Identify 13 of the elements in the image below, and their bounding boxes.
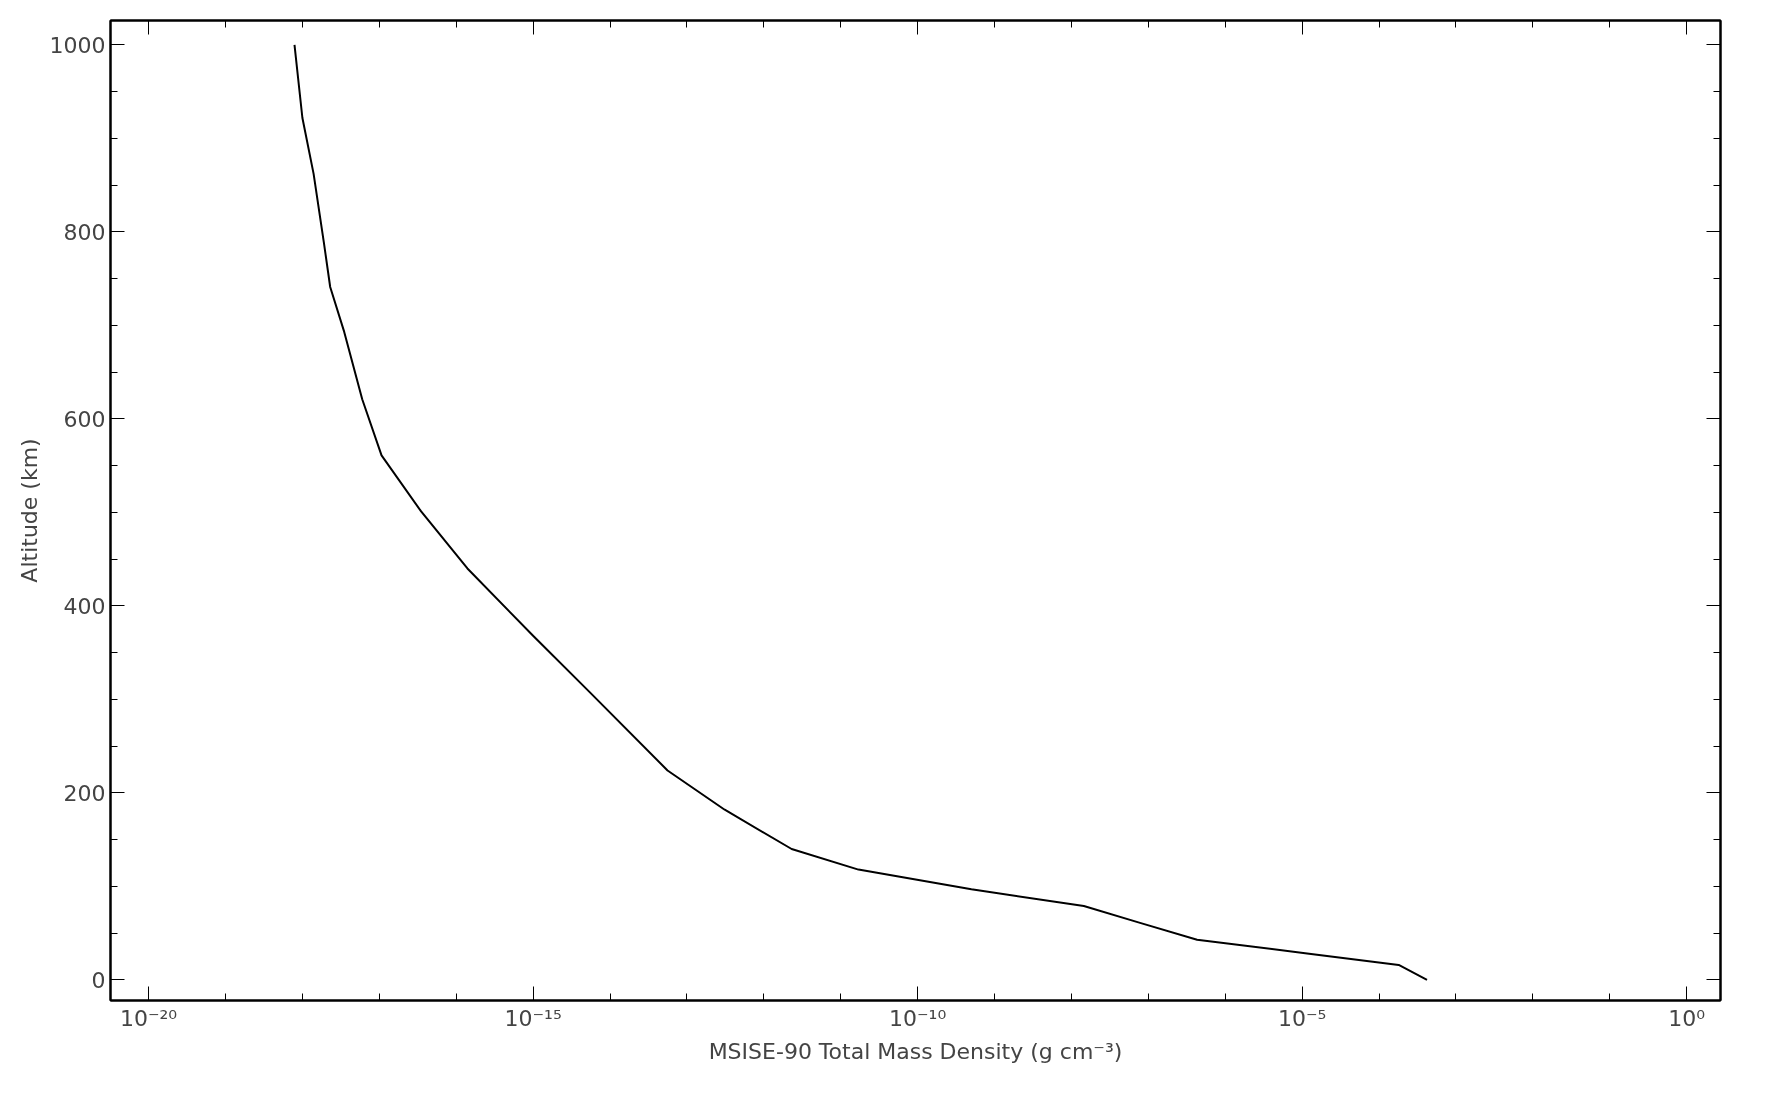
y-tick-label: 1000 bbox=[49, 32, 106, 58]
y-tick-label: 200 bbox=[63, 780, 106, 806]
y-axis-title: Altitude (km) bbox=[16, 438, 42, 583]
x-tick-label: 10⁻²⁰ bbox=[119, 1005, 178, 1031]
x-tick-label: 10⁻⁵ bbox=[1277, 1005, 1327, 1031]
x-tick-label: 10⁰ bbox=[1668, 1005, 1706, 1031]
x-tick-label: 10⁻¹⁰ bbox=[889, 1005, 947, 1031]
y-tick-label: 800 bbox=[63, 219, 106, 245]
y-tick-label: 600 bbox=[63, 406, 106, 432]
x-axis-title: MSISE-90 Total Mass Density (g cm⁻³) bbox=[708, 1038, 1123, 1064]
y-tick-label: 400 bbox=[63, 593, 106, 619]
y-tick-label: 0 bbox=[91, 967, 106, 993]
x-tick-label: 10⁻¹⁵ bbox=[504, 1005, 562, 1031]
